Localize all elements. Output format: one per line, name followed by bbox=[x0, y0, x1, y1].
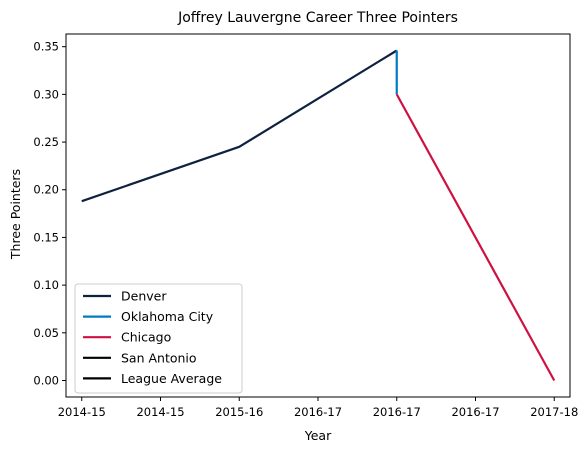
x-tick-label: 2016-17 bbox=[451, 405, 499, 419]
series-line-chicago bbox=[395, 93, 556, 382]
x-tick-label: 2014-15 bbox=[136, 405, 184, 419]
legend-label-chicago: Chicago bbox=[121, 330, 171, 345]
x-axis-label: Year bbox=[304, 428, 332, 443]
y-tick-label: 0.05 bbox=[33, 326, 59, 340]
y-tick-label: 0.30 bbox=[33, 87, 59, 101]
x-tick-label: 2016-17 bbox=[373, 405, 421, 419]
legend-box bbox=[74, 283, 243, 394]
y-tick-label: 0.25 bbox=[33, 135, 59, 149]
y-axis-label: Three Pointers bbox=[8, 169, 23, 260]
y-tick-label: 0.20 bbox=[33, 183, 59, 197]
y-tick-label: 0.00 bbox=[33, 374, 59, 388]
series-line-denver bbox=[81, 49, 398, 203]
y-tick-label: 0.15 bbox=[33, 230, 59, 244]
y-tick-label: 0.35 bbox=[33, 40, 59, 54]
x-tick-label: 2017-18 bbox=[530, 405, 578, 419]
plot-area: 0.00 0.05 0.10 0.15 0.20 0.25 0.30 0.35 2014-15 2… bbox=[33, 33, 578, 419]
legend-label-oklahoma-city: Oklahoma City bbox=[121, 309, 214, 324]
legend-label-denver: Denver bbox=[121, 289, 167, 304]
legend-label-san-antonio: San Antonio bbox=[121, 350, 197, 365]
y-tick-label: 0.10 bbox=[33, 278, 59, 292]
x-tick-label: 2014-15 bbox=[58, 405, 106, 419]
x-tick-label: 2015-16 bbox=[215, 405, 263, 419]
legend-label-league-average: League Average bbox=[121, 371, 222, 386]
x-tick-label: 2016-17 bbox=[294, 405, 342, 419]
chart-title: Joffrey Lauvergne Career Three Pointers bbox=[177, 10, 458, 26]
